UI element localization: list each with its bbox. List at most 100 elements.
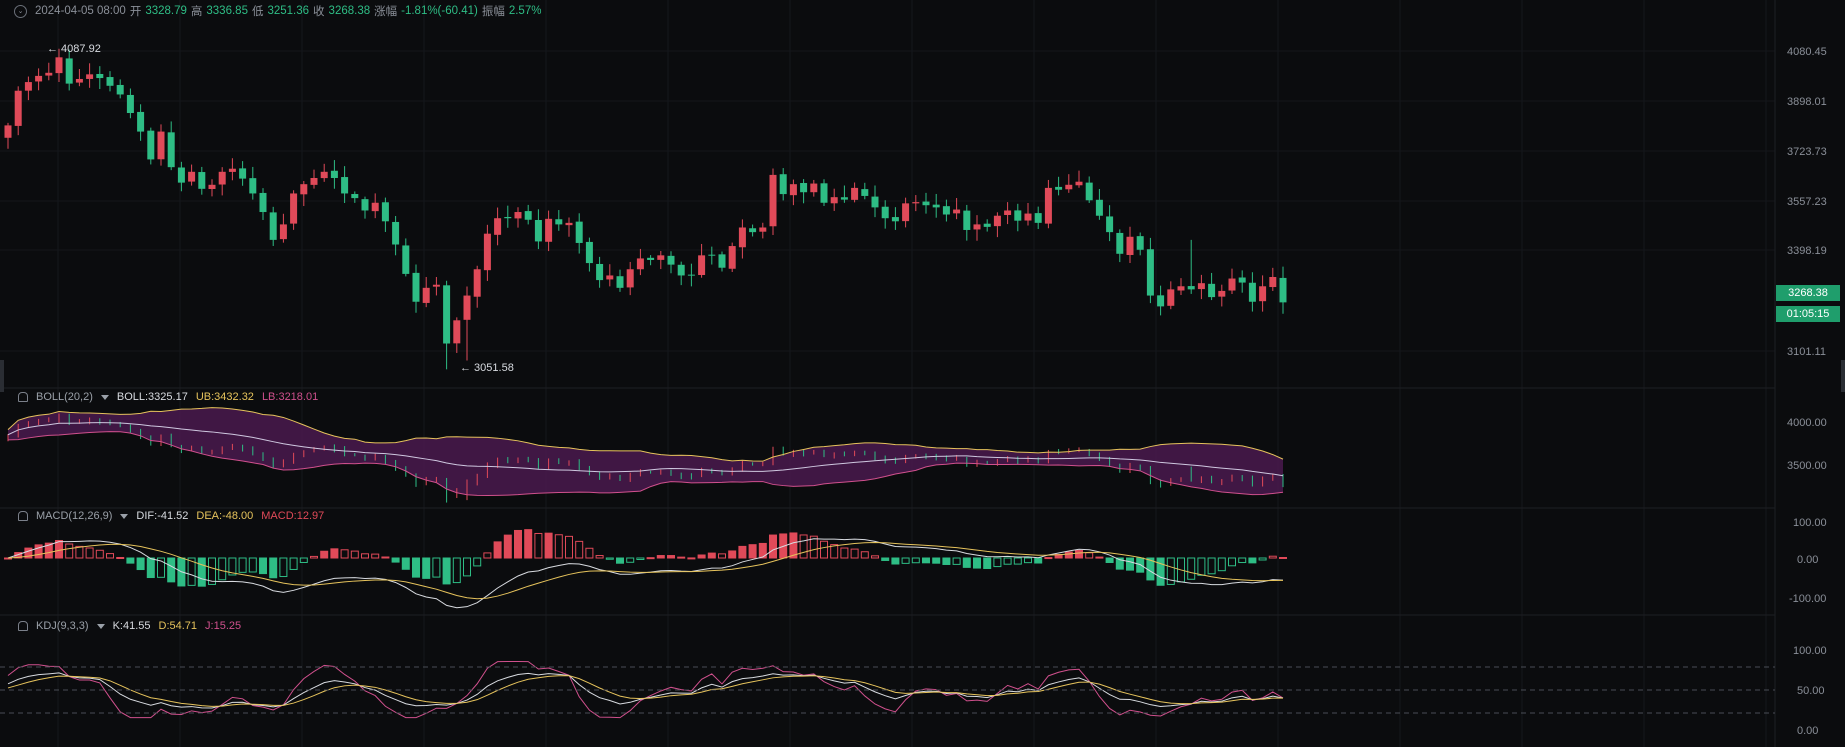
macd-bar [871,555,879,559]
macd-bar [289,557,298,570]
candle-body [422,287,430,303]
macd-bar [554,534,563,559]
chevron-down-icon[interactable]: ⌄ [14,4,27,18]
macd-bar [524,529,533,559]
close-value: 3268.38 [328,5,371,17]
candle-body [1055,186,1063,190]
macd-bar [391,557,400,563]
macd-bar [585,547,594,559]
candle-body [871,196,879,208]
bell-icon[interactable] [18,392,28,402]
dropdown-icon[interactable] [120,513,129,519]
boll-lower-line [7,431,1284,496]
candle-body [738,227,746,248]
candle-body [789,184,797,196]
candle-body [922,201,930,206]
macd-bar [1013,557,1022,565]
macd-bar [860,551,869,559]
macd-axis-label: 0.00 [1797,554,1818,566]
price-axis-label: 3557.23 [1787,196,1827,208]
candle-body [35,75,43,82]
candle-body [861,189,869,196]
candle-body [443,285,451,344]
candle-body [698,255,706,276]
macd-bar [1034,557,1043,564]
macd-bar [973,557,981,569]
macd-bar [1268,555,1277,559]
right-scroll-handle[interactable] [1841,360,1845,392]
macd-bar [514,529,522,559]
candle-body [596,263,604,281]
macd-bar [1187,557,1196,580]
macd-bar [259,557,267,575]
bell-icon[interactable] [18,511,28,521]
macd-bar [310,555,318,559]
candle-body [1146,249,1154,296]
candle-body [759,227,767,232]
ohlc-header: ⌄ 2024-04-05 08:00 开 3328.79 高 3336.85 低… [14,2,541,20]
candle-body [1279,277,1287,303]
macd-name[interactable]: MACD(12,26,9) [36,510,113,522]
macd-bar [330,548,339,559]
macd-bar [993,557,1002,568]
bell-icon[interactable] [18,621,28,631]
macd-bar [544,532,553,559]
candle-body [24,82,32,91]
close-label: 收 [313,6,325,18]
high-annotation: ← 4087.92 [47,43,101,55]
candle-body [830,197,838,204]
macd-bar [840,547,849,559]
macd-bar [983,557,992,569]
macd-bar [952,557,961,565]
candle-body [749,228,757,233]
low-value: 3251.36 [267,5,310,17]
candle-body [494,218,502,235]
macd-bar [238,557,247,573]
candle-body [626,269,634,288]
candle-body [555,219,563,225]
candle-body [55,57,63,74]
macd-bar [605,557,614,560]
candle-body [483,233,491,271]
candle-body [657,255,665,260]
current-price-tag: 3268.38 [1776,285,1840,301]
macd-bar [1156,557,1165,586]
price-axis-label: 3898.01 [1787,96,1827,108]
candle-body [371,202,379,212]
candle-body [1106,216,1114,233]
macd-bar [167,557,176,583]
macd-axis-label: -100.00 [1789,593,1826,605]
macd-bar [95,549,104,559]
macd-bar [911,557,920,564]
candle-body [453,320,461,344]
macd-bar [208,557,216,585]
macd-bar [503,534,512,559]
macd-bar [197,557,206,587]
candle-body [514,212,522,219]
macd-bar [697,554,706,559]
candle-body [75,78,83,83]
candle-body [881,206,889,219]
candle-body [228,168,236,172]
kdj-name[interactable]: KDJ(9,3,3) [36,620,89,632]
macd-hist-value: MACD:12.97 [261,510,325,522]
boll-name[interactable]: BOLL(20,2) [36,391,93,403]
left-scroll-handle[interactable] [0,360,4,392]
candle-body [667,255,675,265]
macd-bar [881,557,890,561]
candle-body [932,204,940,208]
candle-body [963,210,971,230]
macd-bar [350,550,359,559]
macd-bar [228,557,237,576]
candle-body [1248,282,1256,302]
candle-body [800,183,808,193]
macd-bar [942,557,951,565]
dropdown-icon[interactable] [96,623,105,629]
macd-bar [758,542,767,559]
dropdown-icon[interactable] [100,394,109,400]
macd-bar [667,555,675,559]
macd-bar [1085,552,1094,559]
candle-body [188,171,196,182]
candle-body [851,187,859,200]
